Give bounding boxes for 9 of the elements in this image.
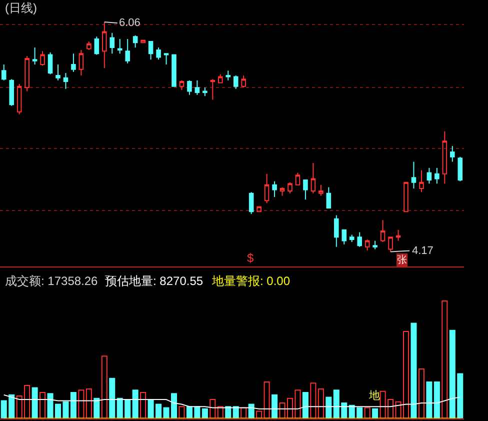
text: 张 [397,254,407,266]
text: 地量警报: 0.00 [211,274,290,288]
text: 成交额: 17358.26 [5,274,98,288]
annotation: 4.17 [412,245,434,257]
chart-title: (日线) [5,1,37,15]
annotation: 地 [368,389,380,402]
annotation: $ [247,251,254,265]
annotation: 6.06 [119,17,140,29]
text: 预估地量: 8270.55 [105,274,204,288]
